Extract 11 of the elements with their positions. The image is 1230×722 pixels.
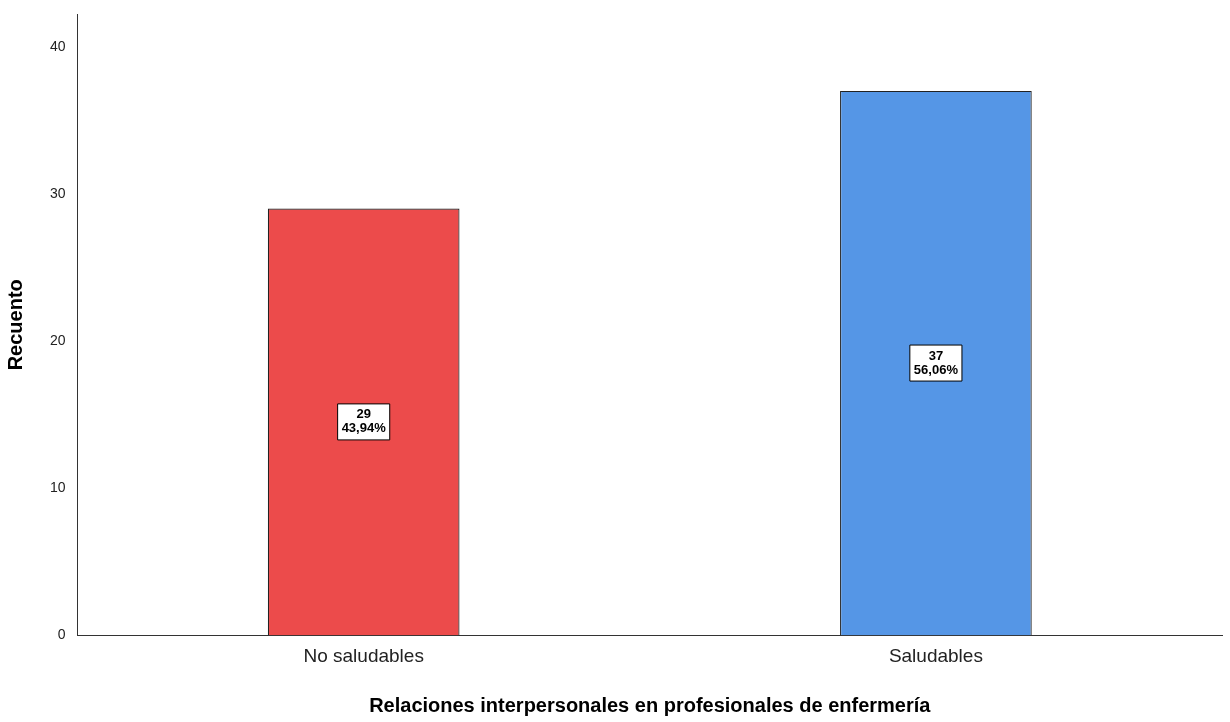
x-tick-label: No saludables [303,644,424,666]
data-label: 29 43,94% [341,406,387,436]
y-tick-label: 0 [57,626,66,643]
y-axis-title: Recuento [3,279,26,371]
y-tick-label: 20 [49,331,66,348]
y-tick-label: 40 [49,37,66,54]
data-label: 37 56,06% [913,347,959,377]
x-tick-label: Saludables [888,644,983,666]
y-tick-label: 10 [49,478,66,495]
x-axis-title: Relaciones interpersonales en profesionales de enfermería [369,693,932,716]
y-tick-label: 30 [49,184,66,201]
